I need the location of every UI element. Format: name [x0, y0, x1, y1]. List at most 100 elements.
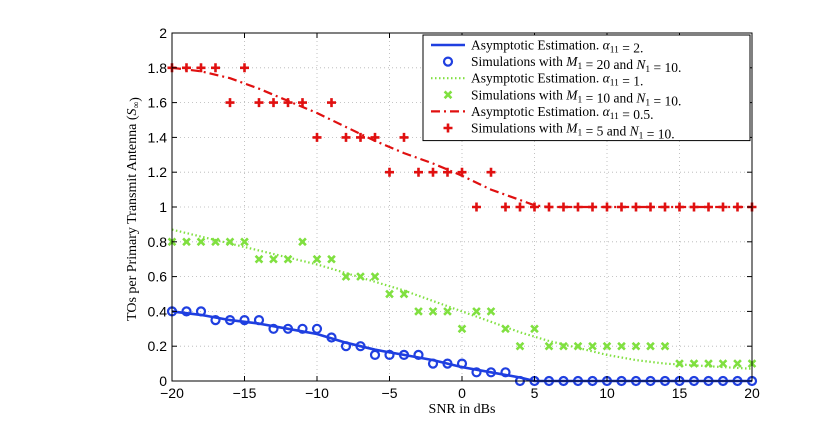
- legend-swatch: [443, 123, 453, 133]
- x-tick-label: −10: [305, 385, 329, 401]
- data-point: [225, 237, 235, 247]
- legend-entry-4: Simulations with M1 = 10 and N1 = 10.: [443, 87, 681, 108]
- data-point: [660, 202, 670, 212]
- data-point: [413, 349, 424, 360]
- data-point: [704, 202, 713, 212]
- y-tick-label: 1.8: [148, 60, 168, 76]
- x-tick-label: 0: [458, 385, 466, 401]
- data-point: [269, 98, 278, 108]
- data-point: [298, 98, 307, 108]
- data-point: [211, 63, 220, 73]
- x-tick-label: 5: [531, 385, 539, 401]
- y-tick-label: 0.8: [148, 234, 168, 250]
- data-point: [733, 202, 742, 212]
- y-tick-label: 0: [159, 373, 167, 389]
- data-point: [472, 307, 481, 316]
- legend-entry-2: Simulations with M1 = 20 and N1 = 10.: [442, 54, 681, 75]
- data-point: [239, 315, 250, 326]
- data-point: [427, 358, 439, 369]
- data-point: [312, 254, 322, 264]
- data-point: [631, 202, 641, 212]
- data-point: [515, 202, 525, 212]
- data-point: [428, 167, 438, 177]
- data-point: [530, 324, 539, 334]
- x-tick-label: −15: [233, 385, 257, 401]
- legend-swatch: [442, 56, 454, 67]
- series-5: [171, 66, 752, 209]
- y-tick-label: 0.4: [148, 303, 168, 319]
- data-point: [311, 323, 323, 334]
- data-point: [327, 98, 336, 108]
- data-point: [224, 315, 236, 326]
- data-point: [399, 289, 409, 299]
- data-point: [443, 167, 452, 177]
- data-point: [370, 272, 380, 281]
- y-tick-label: 0.2: [148, 338, 168, 354]
- data-point: [485, 367, 497, 378]
- data-point: [385, 167, 394, 177]
- legend-label: Simulations with M1 = 10 and N1 = 10.: [471, 87, 681, 108]
- data-point: [298, 237, 307, 247]
- x-tick-label: 10: [599, 385, 615, 401]
- data-point: [573, 202, 583, 212]
- data-point: [588, 202, 597, 212]
- data-point: [442, 358, 453, 369]
- data-point: [399, 132, 409, 142]
- data-point: [327, 254, 336, 264]
- data-point: [544, 341, 554, 351]
- data-point: [385, 289, 394, 299]
- data-point: [369, 349, 381, 360]
- data-point: [544, 202, 554, 212]
- data-point: [182, 237, 191, 247]
- legend-swatch: [443, 90, 453, 100]
- data-point: [254, 254, 264, 264]
- data-point: [500, 367, 511, 378]
- data-point: [573, 341, 583, 351]
- series-4: [167, 237, 757, 368]
- series-line: [171, 66, 752, 209]
- data-point: [182, 63, 191, 73]
- data-point: [210, 315, 221, 326]
- y-tick-label: 1.2: [148, 164, 168, 180]
- x-axis-label: SNR in dBs: [429, 402, 496, 417]
- y-tick-label: 1.4: [148, 129, 168, 145]
- data-point: [211, 237, 220, 247]
- data-point: [196, 63, 206, 73]
- y-tick-label: 0.6: [148, 269, 168, 285]
- data-point: [689, 359, 699, 368]
- data-point: [269, 254, 278, 264]
- y-tick-label: 2: [159, 25, 167, 41]
- data-point: [660, 341, 670, 351]
- data-point: [253, 315, 265, 326]
- data-point: [486, 167, 496, 177]
- data-point: [254, 98, 264, 108]
- data-point: [398, 349, 410, 360]
- data-point: [646, 202, 655, 212]
- data-point: [225, 98, 235, 108]
- legend-entry-6: Simulations with M1 = 5 and N1 = 10.: [443, 121, 675, 142]
- data-point: [501, 324, 510, 334]
- data-point: [602, 341, 612, 351]
- data-point: [195, 306, 207, 317]
- ticks: −20 −15 −10 −5 0 5 10 15 20 0 0.2 0.4 0.6 0.8 1 1.2 1.4 1…: [148, 25, 760, 401]
- data-point: [456, 358, 468, 369]
- data-point: [356, 132, 365, 142]
- legend-label: Asymptotic Estimation. α11 = 1.: [471, 71, 643, 89]
- data-point: [588, 341, 597, 351]
- x-tick-label: 15: [672, 385, 688, 401]
- data-point: [617, 341, 626, 351]
- data-point: [515, 341, 525, 351]
- data-point: [370, 132, 380, 142]
- data-point: [457, 324, 467, 334]
- data-point: [486, 307, 496, 316]
- data-point: [602, 202, 612, 212]
- grid: [172, 33, 752, 381]
- data-point: [282, 323, 294, 334]
- data-point: [356, 272, 365, 281]
- data-point: [268, 323, 279, 334]
- data-point: [530, 202, 539, 212]
- x-tick-label: −5: [382, 385, 398, 401]
- x-tick-label: −20: [160, 385, 184, 401]
- data-point: [283, 254, 293, 264]
